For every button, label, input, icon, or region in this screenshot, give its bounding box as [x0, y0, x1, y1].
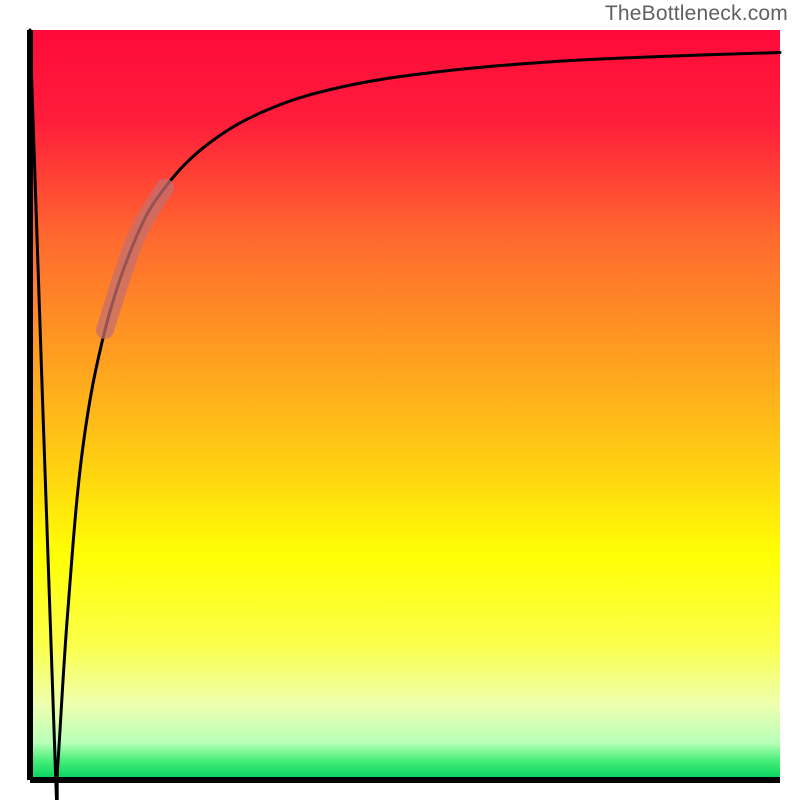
chart-svg: [0, 0, 800, 800]
bottleneck-chart: TheBottleneck.com: [0, 0, 800, 800]
watermark-text: TheBottleneck.com: [605, 2, 788, 26]
plot-background: [30, 30, 780, 780]
